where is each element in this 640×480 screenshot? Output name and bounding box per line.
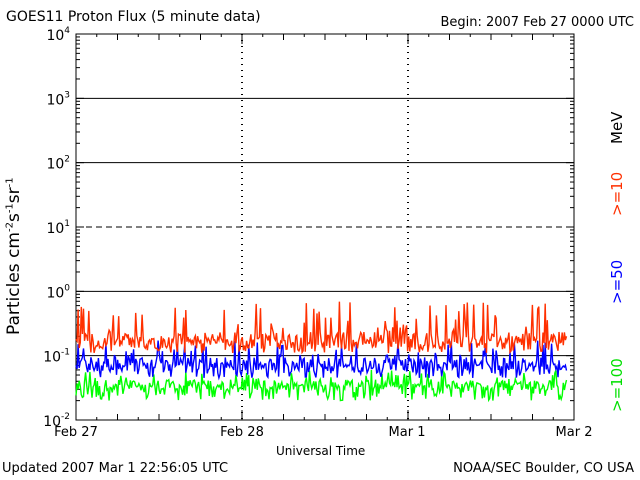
x-tick-label-mar1: Mar 1 (388, 425, 426, 440)
x-tick-label-feb28: Feb 28 (220, 425, 264, 440)
begin-time: Begin: 2007 Feb 27 0000 UTC (440, 15, 634, 30)
x-tick-label-mar2: Mar 2 (555, 425, 593, 440)
legend-series-gt100: >=100 (608, 358, 626, 412)
x-tick-label-feb27: Feb 27 (54, 425, 98, 440)
series-line-gtgt50 (75, 340, 568, 381)
series-line-gtgt10 (75, 301, 568, 355)
legend-series-gt10: >=10 (608, 171, 626, 216)
source-credit: NOAA/SEC Boulder, CO USA (453, 461, 634, 476)
chart-title: GOES11 Proton Flux (5 minute data) (6, 9, 261, 25)
y-axis-label: Particles cm-2s-1sr-1 (4, 177, 24, 335)
y-tick-label-1e1: 101 (46, 219, 70, 237)
y-tick-label-1e-2: 10-2 (43, 412, 70, 430)
y-tick-label-1e-1: 10-1 (43, 348, 70, 366)
updated-timestamp: Updated 2007 Mar 1 22:56:05 UTC (2, 461, 229, 476)
y-tick-label-1e3: 103 (46, 90, 70, 108)
y-tick-label-1e4: 104 (46, 26, 70, 44)
x-axis-label: Universal Time (276, 444, 366, 458)
legend-series-gt50: >=50 (608, 259, 626, 304)
legend-unit: MeV (608, 111, 626, 144)
y-tick-label-1e2: 102 (46, 155, 70, 173)
y-tick-label-1e0: 100 (46, 283, 70, 301)
series-line-gtgt100 (75, 369, 568, 403)
